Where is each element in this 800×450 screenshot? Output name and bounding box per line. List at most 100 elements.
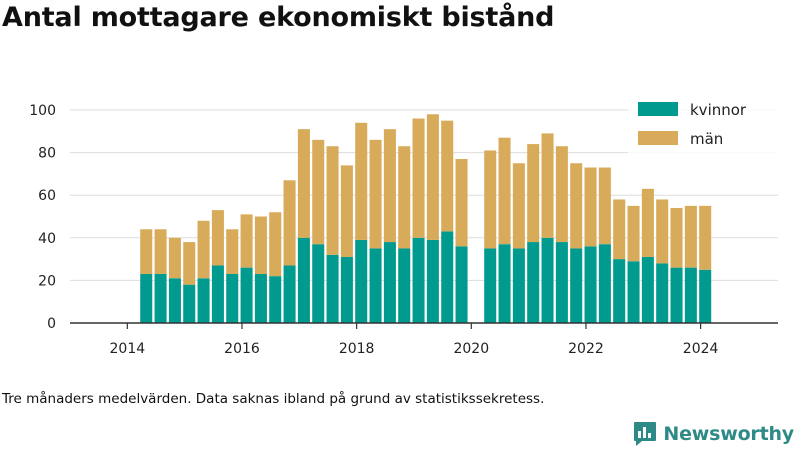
bar-kvinnor bbox=[598, 244, 611, 323]
bar-kvinnor bbox=[254, 274, 267, 323]
footnote: Tre månaders medelvärden. Data saknas ib… bbox=[2, 391, 545, 407]
bar-kvinnor bbox=[684, 267, 697, 323]
bar-man bbox=[512, 163, 525, 249]
bar-man bbox=[613, 199, 626, 260]
bar-kvinnor bbox=[312, 244, 325, 323]
bar-man bbox=[240, 214, 253, 268]
bar-kvinnor bbox=[297, 237, 310, 323]
bar-kvinnor bbox=[283, 265, 296, 323]
bar-kvinnor bbox=[555, 242, 568, 323]
bar-kvinnor bbox=[541, 237, 554, 323]
bar-man bbox=[312, 139, 325, 245]
bar-man bbox=[168, 237, 181, 279]
bar-kvinnor bbox=[641, 256, 654, 323]
bar-kvinnor bbox=[226, 274, 239, 323]
x-tick-label: 2014 bbox=[110, 341, 146, 357]
bar-man bbox=[140, 229, 153, 275]
bar-group bbox=[140, 114, 712, 323]
y-tick-label: 20 bbox=[38, 273, 56, 289]
bar-kvinnor bbox=[527, 242, 540, 323]
bar-kvinnor bbox=[240, 267, 253, 323]
chart-title: Antal mottagare ekonomiskt bistånd bbox=[2, 2, 555, 33]
bar-kvinnor bbox=[355, 239, 368, 323]
bar-man bbox=[355, 122, 368, 240]
y-tick-label: 80 bbox=[38, 146, 56, 162]
bar-man bbox=[211, 210, 224, 266]
bar-kvinnor bbox=[183, 284, 196, 323]
bar-kvinnor bbox=[584, 246, 597, 323]
bar-kvinnor bbox=[197, 278, 210, 323]
legend-swatch bbox=[638, 102, 678, 116]
bar-man bbox=[197, 220, 210, 279]
newsworthy-logo-icon bbox=[634, 422, 657, 446]
y-tick-label: 100 bbox=[29, 103, 56, 119]
legend-label: män bbox=[690, 130, 723, 148]
bar-kvinnor bbox=[398, 248, 411, 323]
bar-kvinnor bbox=[340, 256, 353, 323]
bar-man bbox=[426, 114, 439, 240]
x-tick-label: 2018 bbox=[339, 341, 375, 357]
bar-kvinnor bbox=[168, 278, 181, 323]
bar-kvinnor bbox=[498, 244, 511, 323]
bar-man bbox=[656, 199, 669, 264]
bar-man bbox=[627, 205, 640, 262]
bar-man bbox=[340, 165, 353, 257]
bar-man bbox=[527, 144, 540, 243]
bar-man bbox=[398, 146, 411, 249]
bar-man bbox=[484, 150, 497, 249]
bar-kvinnor bbox=[412, 237, 425, 323]
bar-man bbox=[297, 129, 310, 238]
x-tick-label: 2016 bbox=[224, 341, 260, 357]
bar-kvinnor bbox=[441, 231, 454, 323]
x-tick-label: 2022 bbox=[568, 341, 604, 357]
y-tick-label: 60 bbox=[38, 188, 56, 204]
bar-man bbox=[670, 207, 683, 268]
bar-kvinnor bbox=[326, 254, 339, 323]
bar-kvinnor bbox=[512, 248, 525, 323]
bar-kvinnor bbox=[154, 274, 167, 323]
bar-man bbox=[555, 146, 568, 243]
bar-kvinnor bbox=[383, 242, 396, 323]
bar-man bbox=[441, 120, 454, 232]
bar-man bbox=[570, 163, 583, 249]
legend-swatch bbox=[638, 131, 678, 145]
bar-man bbox=[498, 137, 511, 245]
bar-man bbox=[183, 242, 196, 285]
x-tick-label: 2020 bbox=[453, 341, 489, 357]
bar-man bbox=[541, 133, 554, 238]
bar-kvinnor bbox=[211, 265, 224, 323]
bar-man bbox=[269, 212, 282, 277]
bar-man bbox=[283, 180, 296, 266]
bar-kvinnor bbox=[670, 267, 683, 323]
bar-man bbox=[699, 205, 712, 270]
bar-kvinnor bbox=[699, 269, 712, 323]
legend-label: kvinnor bbox=[690, 101, 747, 119]
stacked-bar-chart: 0 20 40 60 80 100 2014 2016 2018 2020 2022 2024 kvi… bbox=[29, 96, 780, 357]
axes: 0 20 40 60 80 100 2014 2016 2018 2020 2022 2024 bbox=[29, 103, 778, 357]
bar-man bbox=[226, 229, 239, 275]
bar-man bbox=[641, 188, 654, 257]
bar-kvinnor bbox=[455, 246, 468, 323]
bar-kvinnor bbox=[484, 248, 497, 323]
bar-kvinnor bbox=[627, 261, 640, 323]
bar-kvinnor bbox=[369, 248, 382, 323]
brand-logo[interactable]: Newsworthy bbox=[633, 420, 794, 448]
bar-man bbox=[455, 158, 468, 247]
y-tick-label: 0 bbox=[47, 316, 56, 332]
bar-man bbox=[154, 229, 167, 275]
bar-man bbox=[254, 216, 267, 275]
bar-man bbox=[369, 139, 382, 249]
bar-kvinnor bbox=[613, 259, 626, 323]
bar-kvinnor bbox=[570, 248, 583, 323]
bar-man bbox=[383, 129, 396, 243]
brand-name: Newsworthy bbox=[663, 423, 794, 445]
x-tick-label: 2024 bbox=[683, 341, 719, 357]
legend: kvinnor män bbox=[628, 96, 780, 154]
bar-kvinnor bbox=[426, 239, 439, 323]
bar-man bbox=[326, 146, 339, 255]
bar-kvinnor bbox=[269, 276, 282, 323]
bar-kvinnor bbox=[656, 263, 669, 323]
bar-man bbox=[412, 118, 425, 238]
bar-man bbox=[598, 167, 611, 245]
y-tick-label: 40 bbox=[38, 231, 56, 247]
